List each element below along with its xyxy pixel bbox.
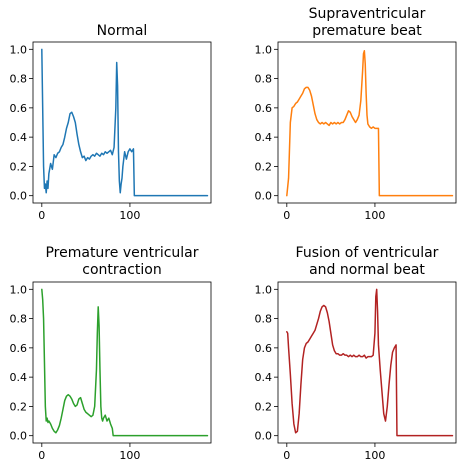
y-tick-label: 0.2 xyxy=(10,400,28,413)
series-line-normal xyxy=(41,48,209,197)
y-tick-label: 0.0 xyxy=(255,190,273,203)
x-tick-label: 100 xyxy=(364,449,385,462)
y-tick-label: 0.2 xyxy=(255,400,273,413)
y-tick-label: 0.4 xyxy=(10,131,28,144)
y-tick-label: 0.0 xyxy=(10,190,28,203)
panel-premature-ventricular-contraction: Premature ventricular contraction 0 100 0.… xyxy=(10,245,212,462)
plot-area-pvc xyxy=(32,281,212,444)
y-tick-label: 0.8 xyxy=(255,73,273,86)
panel-title-pvc-line-1: Premature ventricular xyxy=(45,245,198,261)
axes-fusion: 0 100 0.0 0.2 0.4 0.6 0.8 1.0 xyxy=(255,283,386,462)
series-line-supraventricular xyxy=(286,50,454,197)
y-tick-label: 0.0 xyxy=(10,430,28,443)
panel-title-normal-line-1: Normal xyxy=(97,23,148,39)
panel-title-fusion-line-1: Fusion of ventricular xyxy=(296,245,439,261)
panel-fusion-of-ventricular-and-normal-beat: Fusion of ventricular and normal beat 0 1… xyxy=(255,245,457,462)
panel-title-fusion-line-2: and normal beat xyxy=(309,262,425,278)
panel-title-pvc-line-2: contraction xyxy=(82,262,161,278)
series-line-fusion xyxy=(286,288,454,437)
x-tick-label: 0 xyxy=(283,209,290,222)
y-tick-label: 1.0 xyxy=(10,43,28,56)
plot-area-fusion xyxy=(277,281,457,444)
y-tick-label: 0.6 xyxy=(255,102,273,115)
x-tick-label: 0 xyxy=(38,449,45,462)
y-tick-label: 0.8 xyxy=(10,313,28,326)
axes-supraventricular: 0 100 0.0 0.2 0.4 0.6 0.8 1.0 xyxy=(255,43,386,222)
plot-area-supraventricular xyxy=(277,41,457,204)
axes-normal: 0 100 0.0 0.2 0.4 0.6 0.8 1.0 xyxy=(10,43,141,222)
y-tick-label: 0.4 xyxy=(255,131,273,144)
plot-area-normal xyxy=(32,41,212,204)
x-tick-label: 0 xyxy=(38,209,45,222)
x-tick-label: 100 xyxy=(119,449,140,462)
y-tick-label: 0.2 xyxy=(255,160,273,173)
y-tick-label: 0.6 xyxy=(255,342,273,355)
panel-title-supraventricular-line-1: Supraventricular xyxy=(309,6,426,22)
y-tick-label: 0.6 xyxy=(10,102,28,115)
y-tick-label: 0.4 xyxy=(255,371,273,384)
y-tick-label: 0.0 xyxy=(255,430,273,443)
x-tick-label: 0 xyxy=(283,449,290,462)
y-tick-label: 1.0 xyxy=(10,283,28,296)
y-tick-label: 1.0 xyxy=(255,283,273,296)
y-tick-label: 0.2 xyxy=(10,160,28,173)
series-line-pvc xyxy=(41,288,209,437)
y-tick-label: 0.8 xyxy=(255,313,273,326)
panel-supraventricular-premature-beat: Supraventricular premature beat 0 1000.00… xyxy=(255,6,457,222)
y-tick-label: 1.0 xyxy=(255,43,273,56)
y-tick-label: 0.8 xyxy=(10,73,28,86)
y-tick-label: 0.6 xyxy=(10,342,28,355)
y-tick-label: 0.4 xyxy=(10,371,28,384)
panel-title-supraventricular-line-2: premature beat xyxy=(312,23,422,39)
x-tick-label: 100 xyxy=(364,209,385,222)
x-tick-label: 100 xyxy=(119,209,140,222)
axes-pvc: 0 100 0.0 0.2 0.4 0.6 0.8 1.0 xyxy=(10,283,141,462)
panel-normal: Normal 0 100 0.0 0.2 0.4 0.6 0.8 1.0 xyxy=(10,23,212,222)
